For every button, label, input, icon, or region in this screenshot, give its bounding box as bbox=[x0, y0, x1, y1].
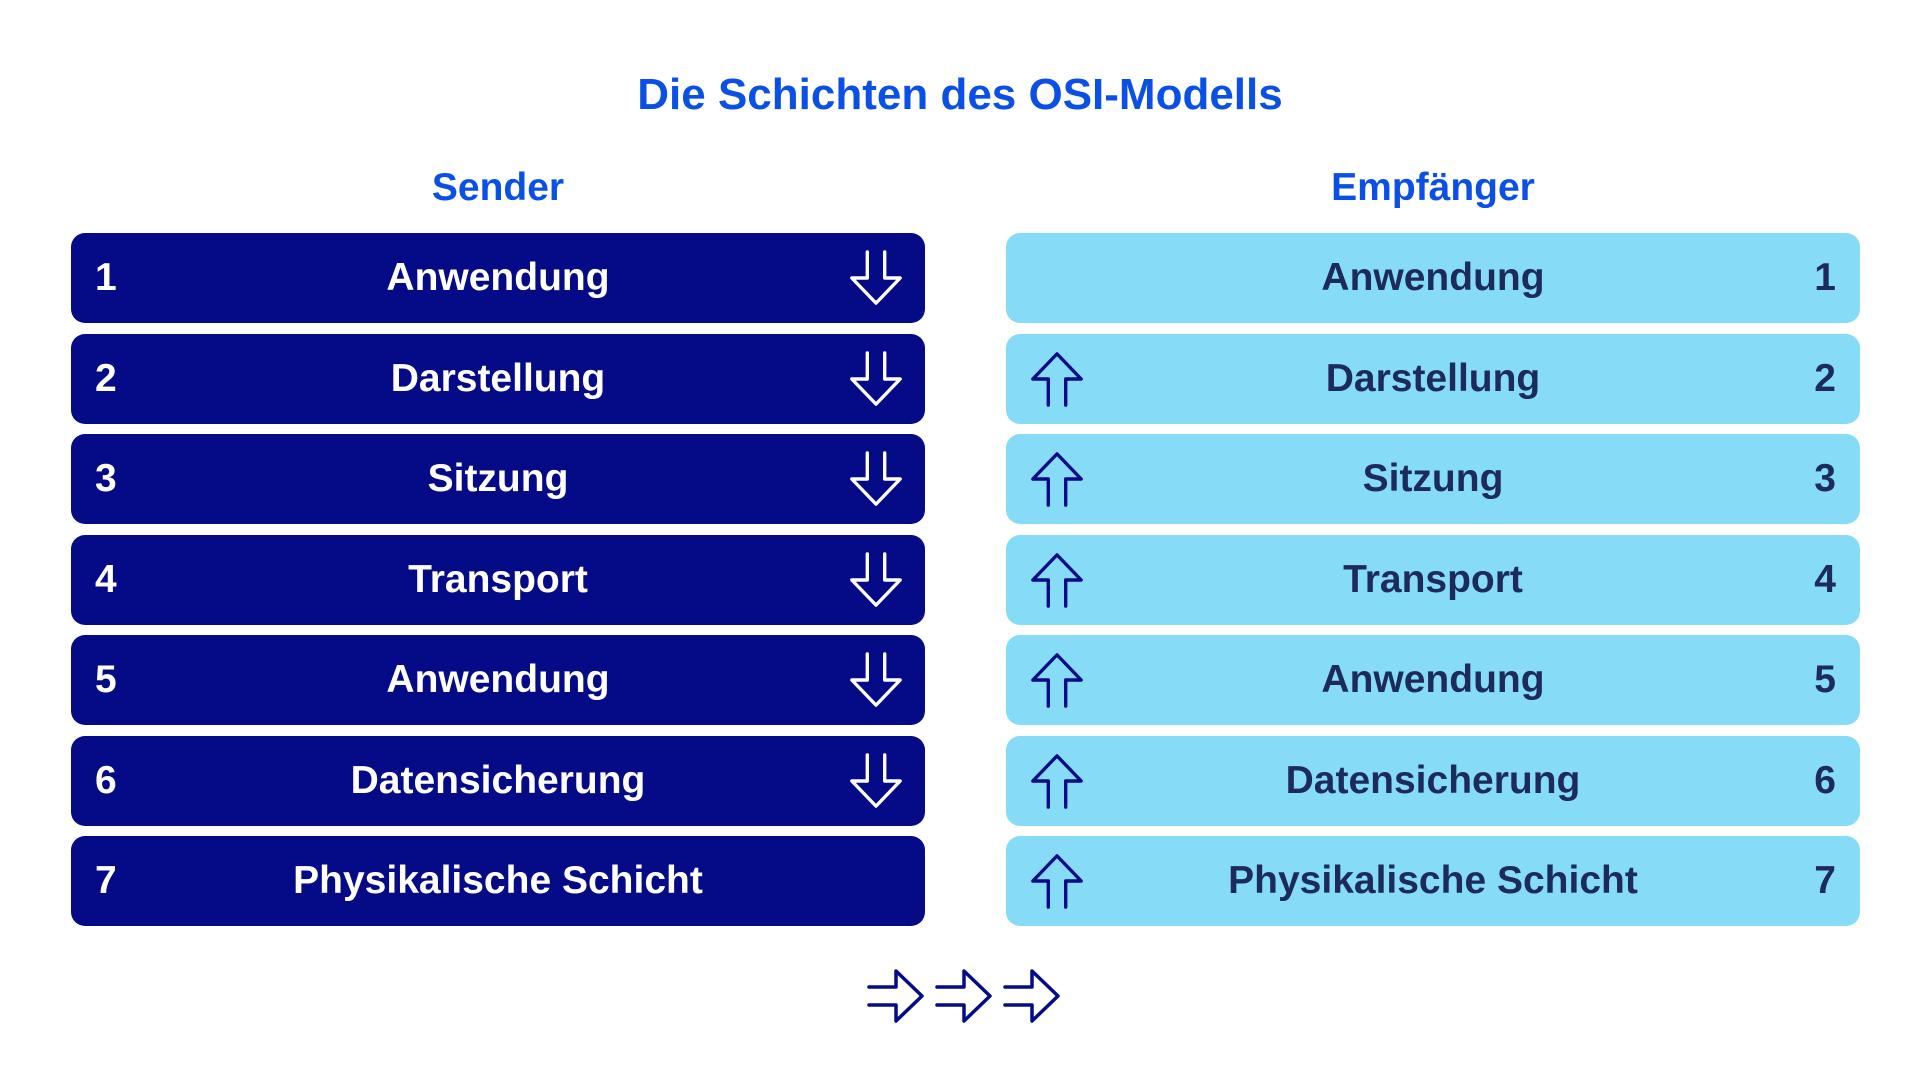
layer-number: 6 bbox=[1814, 758, 1836, 802]
layer-label: Physikalische Schicht bbox=[293, 859, 703, 902]
receiver-heading: Empfänger bbox=[1331, 166, 1535, 209]
layer-number: 2 bbox=[1814, 356, 1836, 400]
arrow-up-icon bbox=[1028, 852, 1086, 910]
layer-number: 5 bbox=[1814, 658, 1836, 701]
sender-heading: Sender bbox=[431, 166, 565, 209]
arrow-down-icon bbox=[847, 249, 905, 307]
layer-label: Transport bbox=[1343, 557, 1523, 601]
layer-label: Anwendung bbox=[1321, 658, 1545, 701]
receiver-layer-5: 5 Anwendung bbox=[1006, 635, 1860, 725]
arrow-down-icon bbox=[847, 450, 905, 508]
sender-layer-4: 4 Transport bbox=[71, 534, 925, 625]
arrow-right-icon bbox=[866, 966, 926, 1028]
sender-column: 1 Anwendung 2 Darstellung 3 Sitzung 4 Transport… bbox=[71, 233, 925, 937]
receiver-layer-1: 1 Anwendung bbox=[1006, 233, 1860, 323]
page-title: Die Schichten des OSI-Modells bbox=[637, 70, 1283, 119]
layer-number: 4 bbox=[1814, 557, 1836, 601]
layer-number: 2 bbox=[95, 356, 117, 400]
arrow-down-icon bbox=[847, 551, 905, 609]
layer-label: Darstellung bbox=[390, 356, 606, 400]
arrow-up-icon bbox=[1028, 450, 1086, 508]
sender-layer-7: 7 Physikalische Schicht bbox=[71, 836, 925, 926]
arrow-up-icon bbox=[1028, 551, 1086, 609]
receiver-column: 1 Anwendung 2 Darstellung 3 Sitzung 4 Transport… bbox=[1006, 233, 1860, 937]
arrow-right-icon bbox=[934, 966, 994, 1028]
layer-label: Anwendung bbox=[386, 256, 610, 299]
arrow-up-icon bbox=[1028, 350, 1086, 408]
layer-label: Transport bbox=[408, 557, 588, 601]
sender-layer-3: 3 Sitzung bbox=[71, 434, 925, 524]
arrow-down-icon bbox=[847, 350, 905, 408]
sender-layer-2: 2 Darstellung bbox=[71, 333, 925, 424]
layer-label: Anwendung bbox=[386, 658, 610, 701]
transfer-arrows bbox=[866, 966, 1066, 1028]
sender-layer-1: 1 Anwendung bbox=[71, 233, 925, 323]
layer-label: Sitzung bbox=[427, 457, 569, 500]
arrow-down-icon bbox=[847, 651, 905, 709]
layer-number: 1 bbox=[1814, 256, 1836, 299]
receiver-layer-6: 6 Datensicherung bbox=[1006, 735, 1860, 826]
arrow-down-icon bbox=[847, 752, 905, 810]
arrow-up-icon bbox=[1028, 651, 1086, 709]
layer-number: 7 bbox=[95, 859, 117, 902]
arrow-right-icon bbox=[1002, 966, 1062, 1028]
layer-number: 3 bbox=[1814, 457, 1836, 500]
sender-layer-5: 5 Anwendung bbox=[71, 635, 925, 725]
sender-layer-6: 6 Datensicherung bbox=[71, 735, 925, 826]
layer-number: 1 bbox=[95, 256, 117, 299]
layer-label: Anwendung bbox=[1321, 256, 1545, 299]
receiver-layer-3: 3 Sitzung bbox=[1006, 434, 1860, 524]
layer-label: Sitzung bbox=[1362, 457, 1504, 500]
layer-number: 5 bbox=[95, 658, 117, 701]
layer-number: 3 bbox=[95, 457, 117, 500]
receiver-layer-7: 7 Physikalische Schicht bbox=[1006, 836, 1860, 926]
layer-number: 4 bbox=[95, 557, 117, 601]
receiver-layer-2: 2 Darstellung bbox=[1006, 333, 1860, 424]
layer-label: Datensicherung bbox=[350, 758, 646, 802]
arrow-up-icon bbox=[1028, 752, 1086, 810]
layer-label: Physikalische Schicht bbox=[1228, 859, 1638, 902]
layer-number: 6 bbox=[95, 758, 117, 802]
layer-label: Datensicherung bbox=[1285, 758, 1581, 802]
layer-number: 7 bbox=[1814, 859, 1836, 902]
layer-label: Darstellung bbox=[1325, 356, 1541, 400]
receiver-layer-4: 4 Transport bbox=[1006, 534, 1860, 625]
